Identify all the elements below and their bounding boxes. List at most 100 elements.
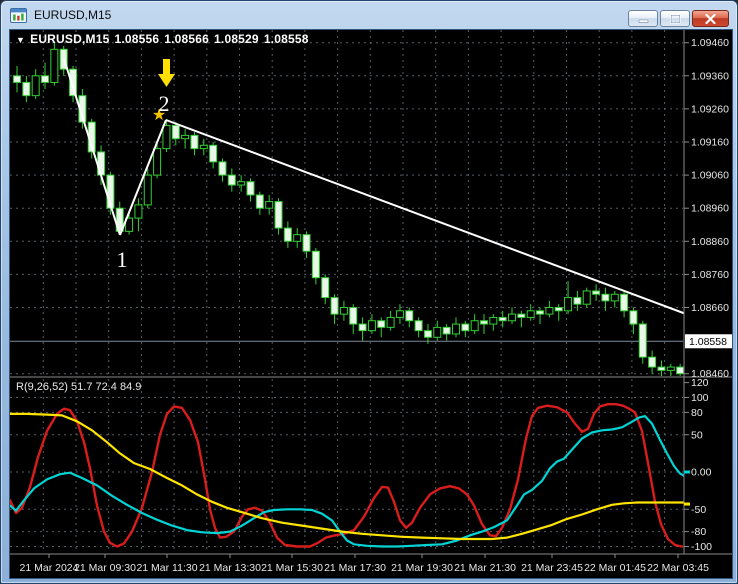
close-icon: [705, 13, 716, 24]
candle-body: [22, 81, 31, 97]
time-axis-label: 21 Mar 17:30: [324, 562, 386, 574]
candlestick: [218, 158, 227, 182]
candle-body: [545, 307, 554, 315]
candlestick: [480, 314, 488, 334]
candlestick: [199, 138, 208, 156]
candle-body: [31, 75, 40, 97]
candle-body: [349, 307, 358, 325]
indicator-label: R(9,26,52) 51.7 72.4 84.9: [16, 381, 142, 393]
candle-body: [218, 161, 227, 176]
candlestick: [134, 198, 143, 232]
price-axis-label: 1.08660: [691, 302, 729, 314]
candlestick: [358, 317, 367, 341]
minimize-icon: [638, 19, 648, 23]
candlestick: [582, 287, 591, 308]
candle-body: [377, 320, 386, 328]
candlestick: [125, 211, 134, 235]
candle-body: [274, 201, 283, 229]
time-axis-label: 22 Mar 01:45: [584, 562, 646, 574]
trendline[interactable]: [119, 119, 167, 236]
indicator-line-cyan: [10, 415, 684, 548]
candle-body: [592, 290, 601, 295]
candlestick: [405, 307, 414, 328]
minimize-button[interactable]: [628, 10, 658, 27]
candle-body: [143, 174, 152, 206]
candlestick: [153, 142, 162, 179]
candlestick: [302, 231, 311, 258]
wave-number-label[interactable]: 2: [159, 91, 170, 116]
candlestick: [620, 290, 629, 318]
indicator-series: [10, 403, 684, 548]
candle-body: [601, 293, 610, 302]
trendlines: [63, 58, 686, 315]
candle-body: [508, 313, 517, 322]
indicator-axis[interactable]: 120 100 80 50 0.00 -50 -80 -100: [684, 377, 712, 553]
candle-body: [386, 316, 395, 328]
candlestick: [395, 304, 404, 325]
indicator-axis-label: 100: [691, 392, 709, 404]
candle-body: [358, 323, 367, 332]
symbol-dropdown-icon[interactable]: ▼: [16, 35, 26, 45]
quote-header: ▼ EURUSD,M15 1.08556 1.08566 1.08529 1.08558: [16, 32, 314, 46]
candle-body: [237, 181, 246, 186]
candlestick: [648, 350, 657, 374]
time-axis-label: 21 Mar 2024: [20, 562, 79, 574]
price-axis[interactable]: 1.09460 1.09360 1.09260 1.09160 1.09060 1.089…: [684, 37, 732, 380]
quote-open: 1.08556: [114, 32, 160, 46]
time-axis-label: 21 Mar 21:30: [454, 562, 516, 574]
candle-body: [554, 307, 563, 312]
candlestick: [162, 118, 171, 152]
arrow-down-marker[interactable]: [158, 59, 175, 87]
trendline[interactable]: [63, 58, 121, 236]
candlestick: [666, 363, 675, 376]
maximize-button[interactable]: [660, 10, 690, 27]
candle-body: [293, 234, 302, 242]
candlestick: [423, 324, 432, 344]
candle-body: [255, 194, 264, 209]
candlestick: [265, 194, 274, 215]
candlestick: [143, 168, 152, 209]
time-axis-label: 21 Mar 13:30: [199, 562, 261, 574]
candlestick: [274, 198, 283, 235]
candle-body: [321, 277, 330, 299]
candlestick: [246, 178, 255, 202]
candlestick: [451, 317, 460, 338]
candlestick: [255, 191, 264, 215]
candlestick: [349, 304, 358, 334]
candlestick: [377, 317, 386, 338]
wave-number-label[interactable]: 1: [117, 247, 128, 272]
close-button[interactable]: [692, 10, 729, 27]
indicator-line-yellow: [10, 412, 684, 541]
trendline[interactable]: [165, 119, 686, 315]
candlestick: [470, 314, 479, 334]
current-price-box: [685, 334, 732, 349]
time-axis-label: 21 Mar 15:30: [261, 562, 323, 574]
candle-body: [246, 181, 255, 196]
candle-body: [153, 148, 162, 176]
candlestick: [386, 310, 395, 331]
time-axis-label: 21 Mar 11:30: [136, 562, 197, 574]
candle-body: [395, 310, 404, 318]
candlestick-series: [13, 42, 684, 376]
candle-body: [265, 201, 274, 209]
candle-body: [171, 124, 180, 140]
candlestick: [181, 128, 190, 149]
chart-client-area[interactable]: ★ 2 1 1.09460 1.09360 1.09260 1.09160 1.09060 1.…: [9, 29, 733, 579]
indicator-line-red: [10, 403, 684, 548]
candlestick: [638, 320, 647, 364]
chart-canvas[interactable]: ★2 1 1.094601.093601.092601.091601.090601.…: [10, 30, 732, 578]
star-marker[interactable]: ★: [152, 107, 166, 124]
candlestick: [508, 307, 517, 325]
candle-body: [451, 323, 460, 335]
time-axis-label: 21 Mar 19:30: [391, 562, 453, 574]
candlestick: [13, 65, 21, 93]
window-titlebar[interactable]: EURUSD,M15: [1, 1, 737, 29]
price-axis-label: 1.09060: [691, 170, 729, 182]
candle-body: [302, 234, 311, 252]
candlestick: [367, 314, 376, 334]
candle-body: [582, 290, 591, 305]
candle-body: [209, 144, 218, 163]
app-icon: [10, 7, 27, 23]
candlestick: [601, 287, 610, 311]
